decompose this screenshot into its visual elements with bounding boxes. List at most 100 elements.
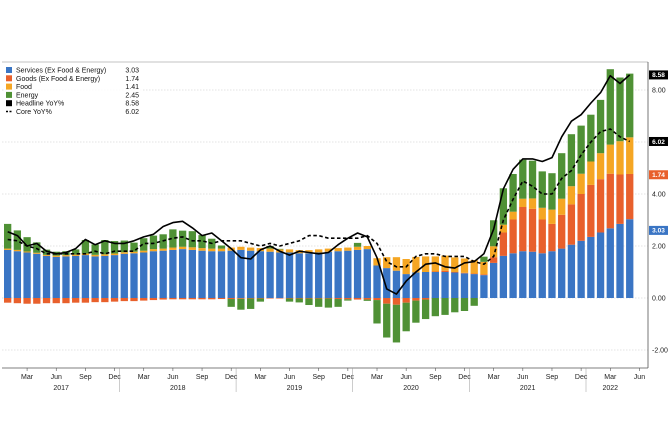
bar-segment [13, 249, 22, 252]
bar-segment [178, 230, 187, 247]
bar-segment [567, 244, 576, 298]
bar-segment [324, 298, 333, 299]
bar-segment [169, 249, 177, 298]
end-label-value: 8.58 [652, 72, 665, 79]
bar-segment [110, 241, 119, 254]
bar-segment [208, 298, 216, 300]
x-tick-label: Mar [138, 374, 151, 381]
bar-segment [421, 272, 430, 298]
x-tick-label: Jun [517, 374, 528, 381]
bar-segment [402, 298, 410, 303]
bar-segment [353, 298, 362, 300]
bar-segment [266, 298, 274, 299]
bar-segment [217, 298, 226, 300]
bar-segment [276, 298, 284, 299]
bar-segment [412, 256, 420, 273]
bar-segment [460, 273, 469, 298]
bar-segment [42, 254, 51, 256]
bar-segment [392, 270, 401, 298]
bar-segment [558, 153, 566, 199]
bar-segment [519, 159, 527, 199]
year-label: 2022 [603, 385, 619, 392]
bar-segment [198, 235, 206, 249]
legend-swatch [6, 75, 12, 82]
legend-entry-value: 1.41 [125, 84, 139, 91]
bar-segment [324, 298, 333, 308]
bar-segment [13, 230, 22, 250]
bar-segment [606, 69, 614, 145]
bar-segment [324, 248, 333, 252]
bar-segment [33, 253, 41, 298]
bar-segment [383, 298, 391, 304]
bar-segment [490, 220, 498, 247]
bar-segment [528, 208, 537, 252]
bar-segment [295, 298, 303, 303]
legend-entry-value: 1.74 [125, 76, 139, 83]
bar-segment [276, 252, 284, 298]
x-tick-label: Dec [342, 374, 355, 381]
bar-segment [149, 298, 158, 301]
x-tick-label: Jun [284, 374, 295, 381]
bar-segment [519, 251, 527, 298]
bar-segment [285, 298, 294, 302]
bar-segment [606, 228, 614, 298]
bar-segment [353, 249, 362, 298]
bar-segment [616, 77, 624, 142]
bar-segment [470, 273, 478, 275]
bar-segment [315, 298, 323, 299]
bar-segment [198, 298, 206, 300]
x-tick-label: Dec [225, 374, 238, 381]
bar-segment [169, 298, 177, 300]
bar-segment [596, 99, 605, 154]
legend-entry-name: Core YoY% [16, 109, 52, 116]
bar-segment [509, 173, 517, 212]
bar-segment [4, 249, 12, 298]
bar-segment [363, 298, 371, 300]
bar-segment [23, 251, 31, 253]
bar-segment [499, 188, 508, 225]
bar-segment [256, 298, 265, 302]
bar-segment [295, 253, 303, 298]
bar-segment [528, 198, 537, 209]
bar-segment [72, 249, 80, 255]
x-tick-label: Sep [196, 374, 209, 381]
bar-segment [130, 298, 138, 302]
bar-segment [227, 298, 235, 300]
bar-segment [431, 256, 439, 272]
bar-segment [33, 242, 41, 253]
bar-segment [548, 223, 556, 252]
bar-segment [344, 299, 352, 301]
bar-segment [441, 255, 449, 271]
bar-segment [334, 248, 342, 252]
bar-segment [266, 248, 274, 252]
bar-segment [23, 298, 31, 304]
bar-segment [373, 300, 381, 324]
y-tick-label: -2.00 [652, 348, 668, 355]
bar-segment [62, 256, 70, 298]
bar-segment [383, 303, 391, 338]
bar-segment [392, 304, 401, 343]
legend-entry-value: 3.03 [125, 68, 139, 75]
bar-segment [178, 298, 187, 300]
bar-segment [4, 298, 12, 303]
bar-segment [42, 298, 51, 304]
bar-segment [353, 242, 362, 247]
x-tick-label: Jun [167, 374, 178, 381]
bar-segment [363, 246, 371, 250]
bar-segment [140, 250, 148, 253]
bar-segment [567, 134, 576, 187]
bar-segment [616, 223, 624, 298]
x-tick-label: Sep [312, 374, 325, 381]
bar-segment [480, 261, 488, 275]
bar-segment [421, 299, 430, 320]
bar-segment [451, 257, 459, 272]
year-label: 2021 [520, 385, 536, 392]
bar-segment [266, 251, 274, 298]
bar-segment [363, 299, 371, 301]
bar-segment [324, 251, 333, 298]
bar-segment [33, 252, 41, 254]
bar-segment [315, 252, 323, 298]
bars [4, 69, 634, 343]
year-label: 2019 [287, 385, 303, 392]
